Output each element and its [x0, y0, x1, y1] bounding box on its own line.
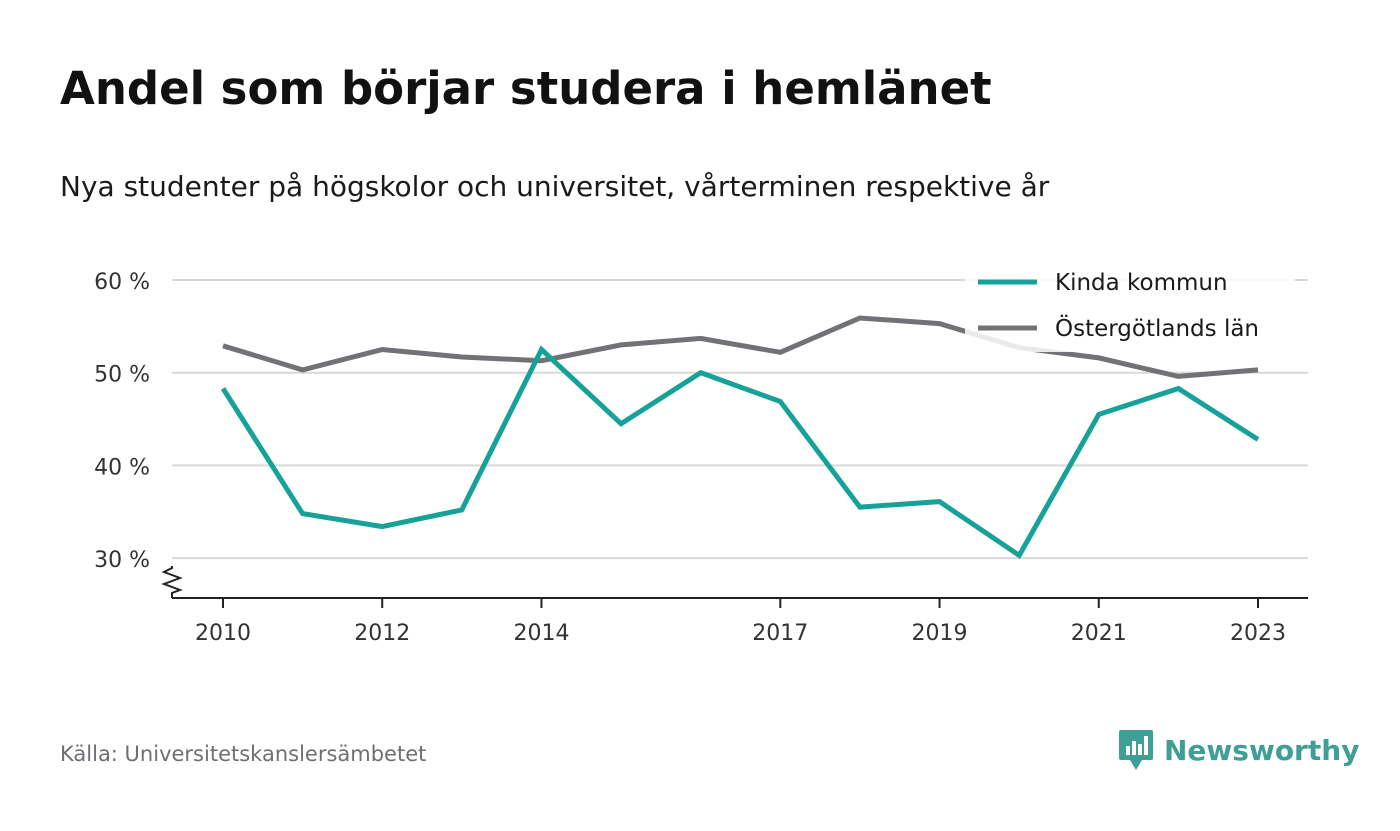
legend-background: [965, 262, 1295, 352]
y-tick-label: 50 %: [94, 363, 150, 388]
x-tick-label: 2014: [513, 621, 569, 646]
series-lines: [220, 315, 1260, 559]
newsworthy-logo-icon: [1119, 730, 1153, 770]
line-chart: 30 % 40 % 50 % 60 % 2010 2012 2014 2017 2019 2021…: [94, 262, 1308, 646]
x-tick-label: 2021: [1071, 621, 1127, 646]
newsworthy-logo-text: Newsworthy: [1164, 733, 1360, 767]
y-tick-label: 40 %: [94, 455, 150, 480]
x-tick-label: 2017: [752, 621, 808, 646]
y-axis-break: [161, 566, 183, 598]
x-tick-label: 2023: [1230, 621, 1286, 646]
y-tick-label: 30 %: [94, 548, 150, 573]
chart-subtitle: Nya studenter på högskolor och universit…: [60, 170, 1050, 203]
legend-label: Kinda kommun: [1055, 270, 1228, 296]
axes: 30 % 40 % 50 % 60 % 2010 2012 2014 2017 2019 2021…: [94, 270, 1308, 646]
newsworthy-logo[interactable]: Newsworthy: [1118, 728, 1359, 772]
chart-title: Andel som börjar studera i hemlänet: [60, 62, 992, 115]
series-line-kinda: [220, 345, 1260, 559]
legend-label: Östergötlands län: [1055, 314, 1259, 342]
series-line-ostergotland: [222, 315, 1259, 379]
source-note: Källa: Universitetskanslersämbetet: [60, 742, 427, 766]
x-tick-label: 2012: [354, 621, 410, 646]
y-tick-label: 60 %: [94, 270, 150, 295]
x-tick-label: 2019: [912, 621, 968, 646]
legend: Kinda kommun Östergötlands län: [965, 262, 1295, 352]
x-tick-label: 2010: [195, 621, 251, 646]
